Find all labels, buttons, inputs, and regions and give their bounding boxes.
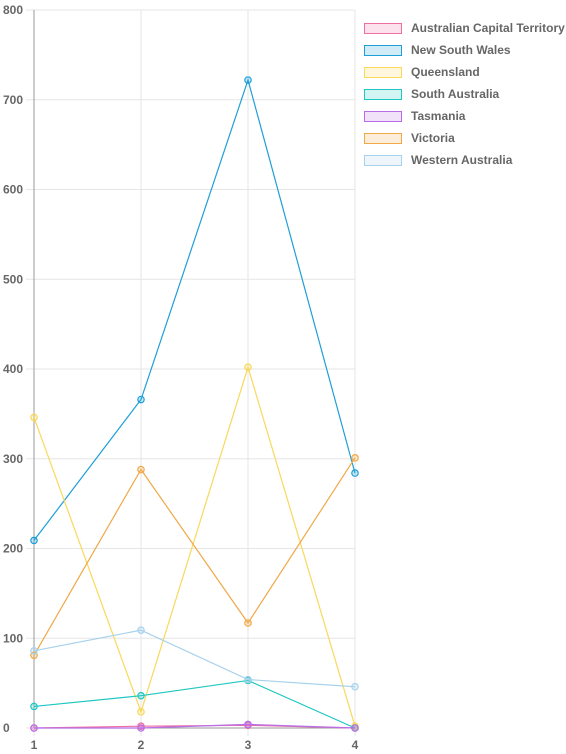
legend: Australian Capital Territory New South Wa… (364, 17, 565, 171)
y-tick-label: 400 (3, 362, 23, 376)
data-point[interactable] (137, 724, 145, 732)
data-point[interactable] (244, 720, 252, 729)
legend-item-queensland[interactable]: Queensland (364, 61, 565, 83)
legend-swatch (364, 154, 402, 166)
data-point[interactable] (244, 76, 252, 84)
x-axis-ticks: 1 2 3 4 (31, 738, 359, 752)
y-tick-label: 200 (3, 542, 23, 556)
data-point[interactable] (351, 682, 359, 691)
data-point[interactable] (30, 724, 38, 732)
legend-label: Australian Capital Territory (411, 21, 565, 35)
legend-item-victoria[interactable]: Victoria (364, 127, 565, 149)
series-new-south-wales (30, 76, 359, 545)
legend-label: Western Australia (411, 153, 513, 167)
legend-swatch (364, 88, 402, 100)
y-tick-label: 500 (3, 272, 23, 286)
data-point[interactable] (30, 413, 38, 422)
legend-item-western-australia[interactable]: Western Australia (364, 149, 565, 171)
data-point[interactable] (137, 691, 145, 700)
series-line (33, 365, 356, 727)
series-tasmania (30, 720, 359, 732)
data-point[interactable] (351, 724, 359, 732)
legend-item-tasmania[interactable]: Tasmania (364, 105, 565, 127)
series-western-australia (30, 626, 359, 691)
series-line (33, 629, 356, 688)
data-point[interactable] (30, 702, 38, 711)
data-point[interactable] (351, 454, 359, 462)
series-layer (30, 76, 359, 732)
y-tick-label: 300 (3, 452, 23, 466)
legend-swatch (364, 132, 402, 144)
series-south-australia (30, 676, 359, 732)
legend-item-south-australia[interactable]: South Australia (364, 83, 565, 105)
series-victoria (30, 454, 359, 660)
data-point[interactable] (30, 536, 38, 545)
series-line (34, 723, 356, 729)
legend-swatch (364, 44, 402, 56)
x-tick-label: 1 (31, 738, 38, 752)
data-point[interactable] (137, 708, 145, 716)
data-point[interactable] (244, 619, 252, 627)
legend-label: Victoria (411, 131, 455, 145)
x-tick-label: 4 (352, 738, 359, 752)
grid-lines (26, 9, 356, 736)
y-tick-label: 600 (3, 183, 23, 197)
legend-swatch (364, 110, 402, 122)
legend-item-new-south-wales[interactable]: New South Wales (364, 39, 565, 61)
y-tick-label: 700 (3, 93, 23, 107)
data-point[interactable] (137, 465, 145, 474)
data-point[interactable] (244, 363, 252, 372)
legend-label: South Australia (411, 87, 500, 101)
x-tick-label: 2 (138, 738, 145, 752)
x-tick-label: 3 (245, 738, 252, 752)
data-point[interactable] (244, 675, 252, 684)
y-tick-label: 800 (3, 3, 23, 17)
series-line (33, 77, 356, 541)
data-point[interactable] (137, 626, 145, 634)
y-tick-label: 0 (3, 721, 10, 735)
data-point[interactable] (351, 469, 359, 477)
y-tick-label: 100 (3, 631, 23, 645)
data-point[interactable] (30, 647, 38, 655)
legend-label: Tasmania (411, 109, 466, 123)
y-axis-ticks: 0 100 200 300 400 500 600 700 800 (3, 3, 23, 735)
legend-swatch (364, 66, 402, 78)
legend-item-australian-capital-territory[interactable]: Australian Capital Territory (364, 17, 565, 39)
legend-swatch (364, 22, 402, 34)
series-line (33, 679, 356, 729)
series-line (33, 457, 356, 656)
legend-label: New South Wales (411, 43, 511, 57)
legend-label: Queensland (411, 65, 480, 79)
data-point[interactable] (137, 395, 145, 404)
